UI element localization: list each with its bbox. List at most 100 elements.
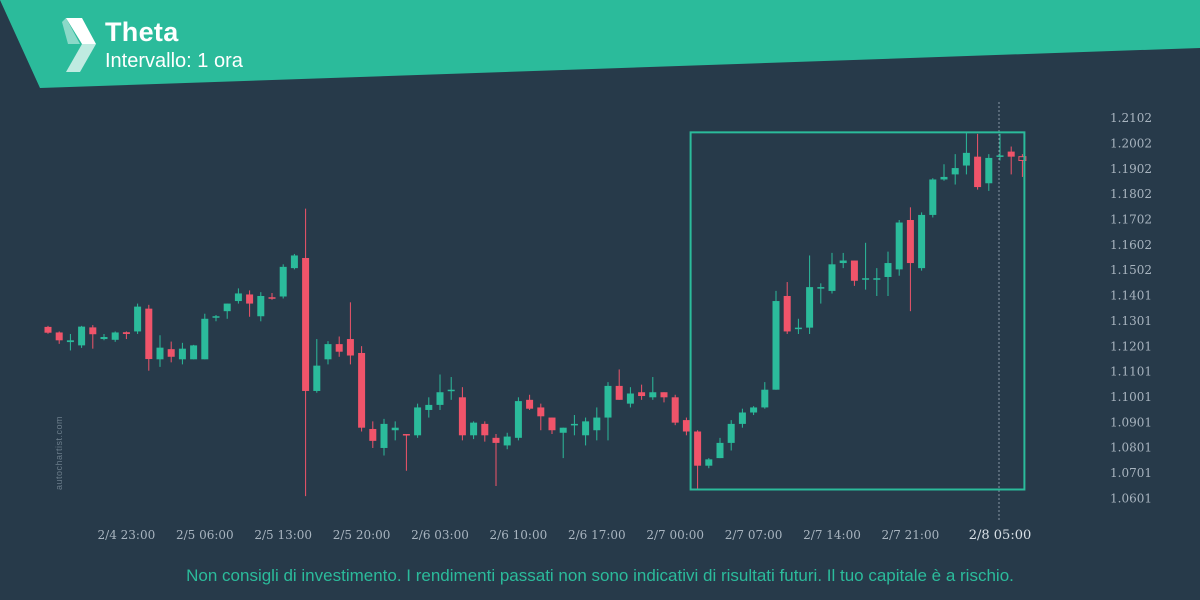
candle-body: [649, 392, 657, 398]
candle-body: [537, 407, 545, 417]
candle-body: [996, 155, 1004, 157]
candle: [906, 207, 914, 312]
candle-body: [526, 399, 534, 409]
header-banner: Theta Intervallo: 1 ora: [0, 0, 1200, 90]
candle-body: [100, 337, 108, 340]
watermark: autochartist.com: [54, 415, 64, 490]
candle: [1007, 146, 1015, 175]
candle-body: [660, 392, 668, 398]
x-tick-label: 2/6 03:00: [411, 528, 469, 542]
candle-body: [358, 352, 366, 428]
candle: [1018, 154, 1027, 177]
candle: [873, 268, 881, 296]
candle: [671, 394, 679, 426]
candle: [246, 290, 254, 317]
candle: [604, 382, 612, 441]
candle: [817, 283, 825, 304]
candle-body: [167, 349, 175, 357]
candle-body: [570, 423, 578, 426]
candle-body: [738, 412, 746, 424]
candle: [514, 397, 522, 441]
y-tick-label: 1.0801: [1110, 441, 1152, 455]
candle: [974, 133, 982, 190]
x-tick-label: 2/6 17:00: [568, 528, 626, 542]
x-tick-label: 2/6 10:00: [490, 528, 548, 542]
autochartist-logo-icon: [62, 18, 96, 72]
candle: [828, 252, 836, 294]
candle-body: [1007, 151, 1015, 157]
candle-body: [492, 437, 500, 443]
candle: [290, 253, 298, 270]
y-tick-label: 1.0601: [1110, 491, 1152, 505]
candle: [89, 325, 97, 349]
candle: [201, 313, 209, 360]
candle-body: [246, 294, 254, 304]
y-tick-label: 1.1502: [1110, 263, 1152, 277]
candle-body: [839, 260, 847, 264]
candle-body: [302, 257, 310, 391]
candle-body: [884, 263, 892, 277]
candle-body: [750, 407, 758, 413]
y-tick-label: 1.1301: [1110, 314, 1152, 328]
candle: [470, 421, 478, 440]
x-tick-label: 2/7 21:00: [882, 528, 940, 542]
candle-body: [503, 436, 511, 446]
candle: [951, 154, 959, 185]
candle-body: [962, 152, 970, 166]
candle: [985, 154, 993, 191]
candle-body: [234, 293, 242, 302]
candle: [918, 212, 926, 271]
candle: [761, 382, 769, 409]
candle-body: [257, 295, 265, 317]
candle: [134, 303, 142, 334]
disclaimer-text: Non consigli di investimento. I rendimen…: [186, 566, 1014, 585]
candle: [548, 417, 556, 435]
candle-body: [324, 344, 332, 360]
candle: [503, 432, 511, 450]
candle: [750, 406, 758, 416]
candle: [436, 374, 444, 410]
candle: [212, 314, 220, 322]
candle: [358, 346, 366, 432]
candle-body: [626, 393, 634, 404]
candle: [268, 292, 276, 300]
candle-body: [671, 397, 679, 423]
candle: [302, 208, 310, 497]
candle-body: [380, 423, 388, 448]
x-axis: 2/4 23:00 2/5 06:00 2/5 13:00 2/5 20:00 2/6 …: [98, 528, 1032, 543]
candle-body: [593, 417, 601, 431]
candle: [190, 344, 198, 360]
candle-body: [145, 308, 153, 360]
candle-body: [727, 423, 735, 443]
y-tick-label: 1.2102: [1110, 111, 1152, 125]
candle-body: [201, 318, 209, 360]
candle: [122, 331, 130, 340]
x-tick-label: 2/7 00:00: [646, 528, 704, 542]
candle: [593, 407, 601, 441]
candle: [929, 178, 937, 218]
candle: [425, 397, 433, 418]
candle: [178, 342, 186, 365]
interval-subtitle: Intervallo: 1 ora: [105, 50, 243, 72]
pattern-box: [689, 131, 1026, 491]
candle: [78, 325, 86, 348]
candle: [111, 331, 119, 342]
candle: [962, 132, 970, 175]
y-tick-label: 1.1401: [1110, 289, 1152, 303]
candle: [895, 219, 903, 276]
candle: [346, 302, 354, 365]
candle-body: [806, 287, 814, 328]
candle-body: [548, 417, 556, 431]
candle-body: [761, 389, 769, 408]
candle: [559, 427, 567, 459]
candle: [850, 260, 858, 286]
y-tick-label: 1.0901: [1110, 415, 1152, 429]
candle: [727, 420, 735, 451]
candle-body: [582, 421, 590, 436]
candle-body: [313, 365, 321, 391]
candle: [447, 377, 455, 400]
candle: [369, 421, 377, 448]
y-axis: 1.2102 1.2002 1.1902 1.1802 1.1702 1.1602 1.15…: [1110, 111, 1152, 505]
candle: [414, 403, 422, 438]
candle-body: [212, 316, 220, 318]
